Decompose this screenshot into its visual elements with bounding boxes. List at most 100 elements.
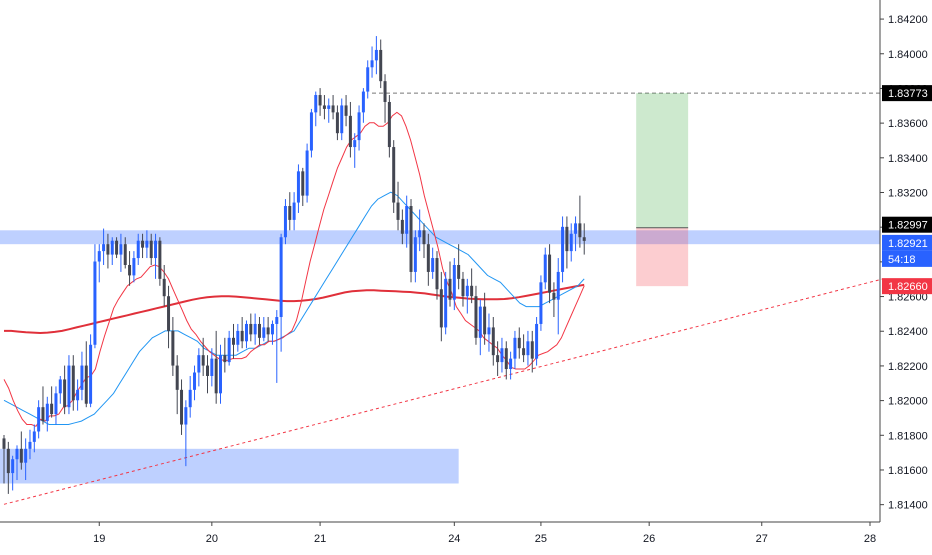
position-tool[interactable] [636,93,689,287]
candle [517,327,521,359]
candle [496,341,500,376]
candle-body [448,278,452,300]
candle-body [574,223,578,234]
candle-body [15,448,19,460]
candle [331,95,335,120]
candle [361,88,365,123]
candle-body [392,147,396,203]
candle [513,330,517,370]
candle-body [496,355,500,363]
candle [366,60,370,99]
candle [45,396,49,432]
candle-body [275,317,279,324]
candle [123,237,127,269]
candle-body [67,365,71,408]
candle-body [314,95,318,113]
candle [227,330,231,366]
candle-body [543,254,547,283]
candle [236,323,240,352]
candle [145,230,149,259]
candle-body [236,330,240,345]
candle [543,247,547,290]
candle [119,233,123,272]
candle [491,317,495,366]
candle-body [366,67,370,92]
candle-body [249,323,253,335]
candle-body [167,296,171,331]
candle-body [270,323,274,335]
entry-price-label-bg [882,216,932,233]
candle-body [513,337,517,359]
x-tick-label: 25 [535,533,547,545]
candle [71,355,75,411]
candle-body [426,244,430,272]
candle-body [244,323,248,342]
candle-body [387,101,391,148]
candle-body [97,251,101,262]
candle-body [353,140,357,148]
candle-body [561,226,565,272]
candle [167,285,171,349]
candle [279,233,283,352]
candle [141,233,145,259]
candle-body [141,240,145,248]
y-tick-label: 1.81400 [888,500,928,512]
candle-body [309,112,313,151]
candle [357,105,361,151]
candle-body [19,448,23,463]
candle [392,140,396,213]
candle [552,282,556,318]
candle [483,292,487,345]
candle [504,341,508,380]
candle [400,209,404,245]
candle [180,379,184,435]
candle-body [227,337,231,363]
candle [314,91,318,127]
y-tick-label: 1.82600 [888,292,928,304]
price-labels: 1.83773 1.82997 1.82921 54:18 1.82660 [882,85,932,295]
candle [435,251,439,300]
candle [76,379,80,411]
candle-body [11,459,15,474]
target-price-label: 1.83773 [888,88,928,100]
candle [344,95,348,127]
candle-body [348,115,352,148]
candle-body [405,206,409,234]
x-tick-label: 19 [93,533,105,545]
candle-body [6,448,10,474]
candle [106,233,110,269]
candle-body [327,105,331,109]
candle [426,233,430,286]
candle-body [331,105,335,113]
candle-body [556,271,560,300]
candle-body [569,233,573,252]
y-tick-label: 1.84000 [888,49,928,61]
candle [487,313,491,352]
candle [231,323,235,359]
candle [296,164,300,213]
candle-body [54,393,58,415]
y-tick-label: 1.84200 [888,14,928,26]
candle [301,167,305,207]
candle [188,375,192,418]
candle [19,431,23,470]
candle [197,348,201,387]
candle [2,434,6,484]
candle [154,233,158,279]
y-tick-label: 1.82400 [888,326,928,338]
candle [413,230,417,283]
y-tick-label: 1.81800 [888,430,928,442]
candle-body [240,330,244,342]
candle-body [158,240,162,279]
candle-body [357,112,361,141]
candle [348,101,352,158]
candle-body [197,355,201,373]
candle [275,310,279,383]
y-tick-label: 1.81600 [888,465,928,477]
candle [128,251,132,286]
candle [387,95,391,158]
candle-body [283,206,287,238]
candle [11,455,15,491]
